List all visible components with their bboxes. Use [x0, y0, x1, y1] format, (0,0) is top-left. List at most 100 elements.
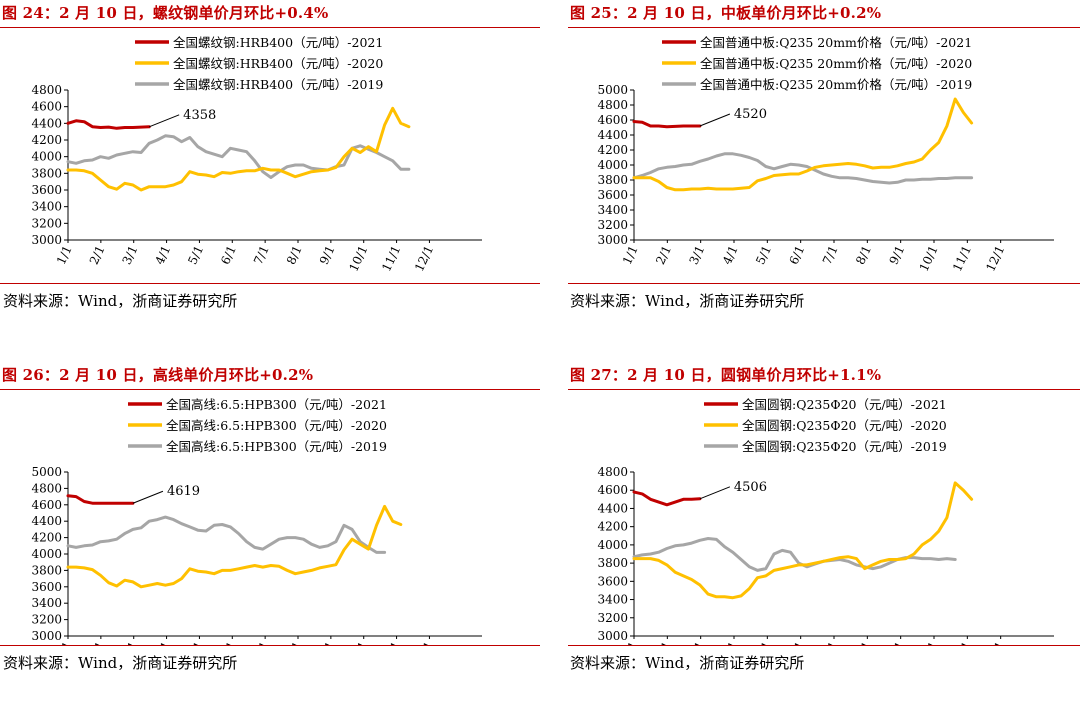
x-tick-label: 10/1	[346, 639, 370, 645]
x-tick-label: 10/1	[917, 639, 941, 645]
source-note: 资料来源：Wind，浙商证券研究所	[3, 292, 238, 310]
legend-label: 全国普通中板:Q235 20mm价格（元/吨）-2019	[700, 77, 972, 92]
x-tick-label: 11/1	[379, 639, 403, 645]
y-tick-label: 3600	[597, 188, 628, 202]
annotation-label: 4506	[734, 480, 767, 495]
title-divider	[568, 389, 1080, 390]
y-tick-label: 4400	[597, 501, 628, 515]
x-tick-label: 8/1	[284, 243, 305, 266]
y-tick-label: 4000	[31, 547, 62, 561]
x-tick-label: 8/1	[853, 639, 874, 645]
y-tick-label: 5000	[597, 83, 628, 97]
series-line	[632, 120, 702, 129]
y-tick-label: 3200	[31, 216, 62, 230]
x-tick-label: 2/1	[653, 639, 674, 645]
x-tick-label: 3/1	[687, 639, 708, 645]
y-tick-label: 3000	[31, 629, 62, 643]
x-tick-label: 11/1	[950, 243, 974, 273]
series-line	[632, 481, 974, 600]
y-tick-label: 4800	[597, 98, 628, 112]
legend-label: 全国高线:6.5:HPB300（元/吨）-2021	[166, 397, 387, 412]
line-chart-wire-rod: 全国高线:6.5:HPB300（元/吨）-2021 全国高线:6.5:HPB300…	[31, 397, 482, 645]
y-tick-label: 3800	[597, 556, 628, 570]
chart-panel-25: 图 25：2 月 10 日，中板单价月环比+0.2% 全国普通中板:Q235 2…	[540, 0, 1080, 362]
x-tick-label: 11/1	[950, 639, 974, 645]
y-tick-label: 3200	[31, 613, 62, 627]
legend-label: 全国圆钢:Q235Φ20（元/吨）-2021	[742, 397, 947, 412]
x-tick-label: 4/1	[152, 639, 173, 645]
y-tick-label: 4200	[31, 133, 62, 147]
legend-label: 全国螺纹钢:HRB400（元/吨）-2021	[173, 35, 383, 50]
x-tick-label: 7/1	[251, 639, 272, 645]
y-tick-label: 3400	[597, 593, 628, 607]
series-line	[632, 152, 974, 185]
x-tick-label: 6/1	[218, 639, 239, 645]
x-tick-label: 12/1	[983, 639, 1007, 645]
y-tick-label: 3200	[597, 218, 628, 232]
y-tick-label: 3800	[597, 173, 628, 187]
source-divider	[568, 283, 1080, 284]
y-tick-label: 4000	[31, 150, 62, 164]
line-chart-round-bar: 全国圆钢:Q235Φ20（元/吨）-2021 全国圆钢:Q235Φ20（元/吨）-…	[597, 397, 1054, 645]
y-tick-label: 3600	[31, 580, 62, 594]
legend-label: 全国普通中板:Q235 20mm价格（元/吨）-2021	[700, 35, 972, 50]
chart-title: 图 27：2 月 10 日，圆钢单价月环比+1.1%	[570, 366, 882, 384]
y-tick-label: 4600	[597, 113, 628, 127]
x-tick-label: 12/1	[983, 243, 1007, 273]
source-divider	[0, 645, 540, 646]
title-divider	[568, 27, 1080, 28]
series-line	[632, 490, 702, 507]
y-tick-label: 4600	[31, 100, 62, 114]
chart-panel-26: 图 26：2 月 10 日，高线单价月环比+0.2% 全国高线:6.5:HPB3…	[0, 362, 540, 724]
annotation-leader	[699, 113, 731, 127]
x-tick-label: 2/1	[87, 639, 108, 645]
y-tick-label: 4200	[597, 520, 628, 534]
y-tick-label: 3000	[31, 233, 62, 247]
x-tick-label: 1/1	[54, 639, 75, 645]
annotation-leader	[148, 114, 180, 128]
y-tick-label: 3200	[597, 611, 628, 625]
legend-label: 全国螺纹钢:HRB400（元/吨）-2019	[173, 77, 383, 92]
y-tick-label: 4200	[597, 143, 628, 157]
chart-title: 图 24：2 月 10 日，螺纹钢单价月环比+0.4%	[2, 4, 329, 22]
x-tick-label: 5/1	[753, 639, 774, 645]
source-note: 资料来源：Wind，浙商证券研究所	[570, 292, 805, 310]
y-tick-label: 3400	[31, 596, 62, 610]
series-line	[66, 515, 387, 554]
source-note: 资料来源：Wind，浙商证券研究所	[3, 654, 238, 672]
source-divider	[0, 283, 540, 284]
y-tick-label: 3400	[31, 200, 62, 214]
series-line	[66, 119, 151, 130]
x-tick-label: 3/1	[687, 243, 708, 266]
series-line	[66, 106, 411, 192]
title-divider	[0, 389, 540, 390]
source-note: 资料来源：Wind，浙商证券研究所	[570, 654, 805, 672]
x-tick-label: 10/1	[917, 243, 941, 273]
x-tick-label: 7/1	[251, 243, 272, 266]
x-tick-label: 5/1	[185, 243, 206, 266]
legend-label: 全国高线:6.5:HPB300（元/吨）-2020	[166, 418, 387, 433]
x-tick-label: 4/1	[720, 243, 741, 266]
y-tick-label: 4600	[597, 483, 628, 497]
x-tick-label: 7/1	[820, 639, 841, 645]
chart-title: 图 25：2 月 10 日，中板单价月环比+0.2%	[570, 4, 882, 22]
line-chart-medium-plate: 全国普通中板:Q235 20mm价格（元/吨）-2021 全国普通中板:Q235 …	[597, 35, 1054, 274]
annotation-leader	[132, 490, 164, 504]
x-tick-label: 7/1	[820, 243, 841, 266]
annotation-label: 4520	[734, 107, 767, 122]
series-line	[632, 97, 974, 192]
y-tick-label: 4400	[31, 514, 62, 528]
legend-label: 全国螺纹钢:HRB400（元/吨）-2020	[173, 56, 383, 71]
y-tick-label: 5000	[31, 465, 62, 479]
annotation-leader	[699, 486, 731, 500]
y-tick-label: 4800	[31, 481, 62, 495]
chart-panel-24: 图 24：2 月 10 日，螺纹钢单价月环比+0.4% 全国螺纹钢:HRB400…	[0, 0, 540, 362]
x-tick-label: 9/1	[887, 639, 908, 645]
y-tick-label: 4600	[31, 498, 62, 512]
y-tick-label: 4000	[597, 538, 628, 552]
x-tick-label: 9/1	[887, 243, 908, 266]
x-tick-label: 3/1	[120, 243, 141, 266]
x-tick-label: 12/1	[412, 639, 436, 645]
x-tick-label: 6/1	[218, 243, 239, 266]
legend-label: 全国圆钢:Q235Φ20（元/吨）-2020	[742, 418, 947, 433]
